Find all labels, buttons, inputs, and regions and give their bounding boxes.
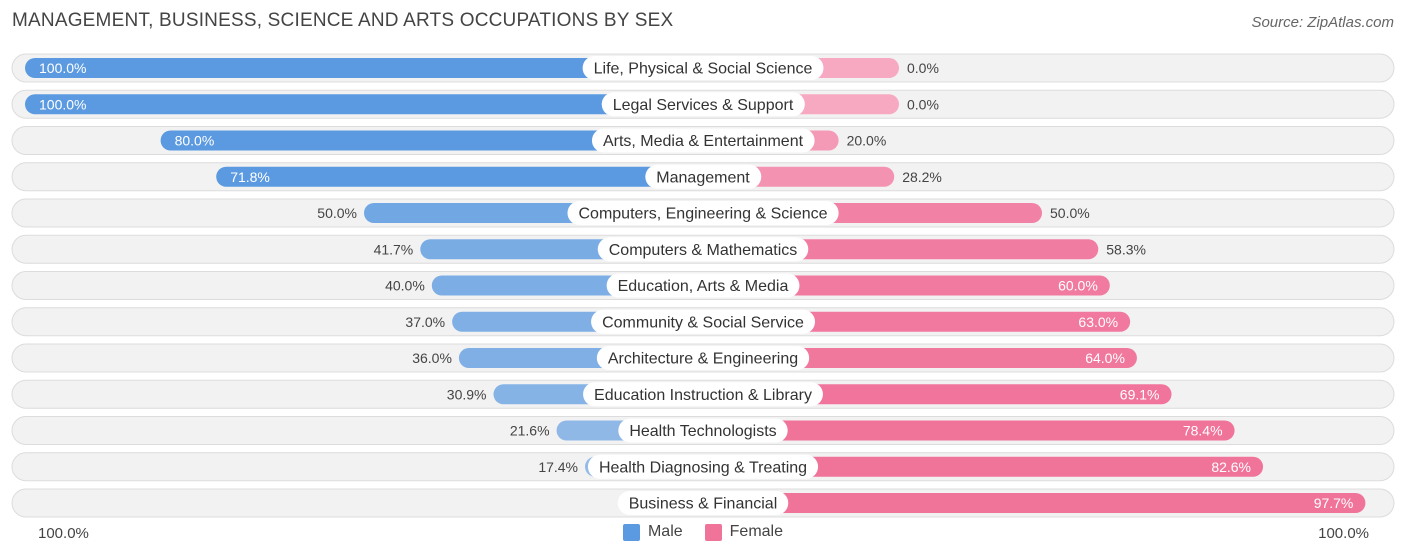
- chart-row: 37.0% 63.0% Community & Social Service: [11, 307, 1395, 337]
- female-value-label: 69.1%: [1120, 386, 1160, 402]
- male-bar: [25, 58, 703, 78]
- female-swatch-icon: [704, 523, 722, 541]
- category-label: Health Technologists: [629, 423, 776, 440]
- male-value-label: 40.0%: [385, 278, 425, 294]
- chart-row: 2.3%97.7%Business & Financial: [11, 488, 1395, 518]
- category-label: Education Instruction & Library: [594, 387, 812, 404]
- male-value-label: 100.0%: [39, 60, 86, 76]
- male-value-label: 37.0%: [405, 314, 445, 330]
- female-value-label: 58.3%: [1106, 241, 1146, 257]
- chart-row: 50.0% 50.0% Computers, Engineering & Scien…: [11, 198, 1395, 228]
- category-label: Life, Physical & Social Science: [594, 61, 813, 78]
- male-bar: [25, 94, 703, 115]
- male-value-label: 30.9%: [447, 386, 487, 402]
- category-label-pill: [617, 491, 789, 515]
- female-value-label: 20.0%: [847, 133, 887, 149]
- male-value-label: 71.8%: [230, 169, 270, 185]
- category-label: Arts, Media & Entertainment: [603, 133, 804, 150]
- chart-row: 17.4% 82.6% Health Diagnosing & Treating: [11, 452, 1395, 482]
- female-value-label: 63.0%: [1078, 314, 1118, 330]
- category-label-pill: [596, 346, 810, 370]
- male-value-label: 36.0%: [412, 350, 452, 366]
- chart-row: 71.8% 28.2% Management: [11, 162, 1395, 192]
- category-label: Community & Social Service: [602, 314, 804, 331]
- male-value-label: 21.6%: [510, 423, 550, 439]
- female-value-label: 60.0%: [1058, 278, 1098, 294]
- category-label-pill: [618, 418, 788, 443]
- category-label: Computers, Engineering & Science: [578, 206, 827, 223]
- axis-right-label: 100.0%: [1318, 525, 1369, 542]
- chart-row: 80.0% 20.0% Arts, Media & Entertainment: [11, 126, 1395, 155]
- legend-male-label: Male: [647, 523, 683, 540]
- category-label: Business & Financial: [629, 496, 778, 513]
- male-value-label: 80.0%: [175, 133, 215, 149]
- category-label-pill: [606, 273, 800, 298]
- chart-row: 36.0% 64.0% Architecture & Engineering: [11, 343, 1395, 373]
- legend-item-male: Male: [622, 523, 683, 541]
- category-label: Education, Arts & Media: [618, 278, 789, 295]
- legend: Male Female: [0, 523, 1406, 541]
- legend-female-label: Female: [729, 523, 784, 540]
- axis-left-label: 100.0%: [38, 525, 89, 542]
- legend-item-female: Female: [704, 523, 784, 541]
- female-value-label: 0.0%: [907, 96, 939, 112]
- male-value-label: 100.0%: [39, 96, 86, 112]
- source-credit: Source: ZipAtlas.com: [1251, 14, 1394, 31]
- chart-row: 100.0% 0.0% Life, Physical & Social Scienc…: [11, 53, 1395, 83]
- category-label-pill: [601, 92, 805, 117]
- category-label-pill: [587, 454, 819, 479]
- category-label: Health Diagnosing & Treating: [599, 459, 807, 476]
- category-label-pill: [645, 164, 762, 189]
- female-value-label: 78.4%: [1183, 423, 1223, 439]
- female-value-label: 0.0%: [907, 60, 939, 76]
- category-label-pill: [582, 56, 824, 80]
- female-bar: [703, 420, 1235, 441]
- male-swatch-icon: [622, 523, 640, 541]
- category-label-pill: [591, 309, 816, 334]
- category-label: Management: [656, 169, 750, 186]
- chart-title: MANAGEMENT, BUSINESS, SCIENCE AND ARTS O…: [12, 10, 674, 31]
- chart-row: 21.6% 78.4% Health Technologists: [11, 416, 1395, 445]
- female-value-label: 97.7%: [1314, 495, 1354, 511]
- female-bar: [703, 456, 1264, 477]
- category-label-pill: [591, 128, 815, 153]
- male-bar: [160, 130, 704, 151]
- female-value-label: 28.2%: [902, 169, 942, 185]
- male-value-label: 41.7%: [374, 241, 414, 257]
- chart-row: 40.0% 60.0% Education, Arts & Media: [11, 271, 1395, 300]
- male-value-label: 50.0%: [317, 205, 357, 221]
- category-label-pill: [567, 201, 839, 225]
- female-value-label: 64.0%: [1085, 350, 1125, 366]
- chart-row: 41.7% 58.3% Computers & Mathematics: [11, 234, 1395, 264]
- chart-row: 30.9% 69.1% Education Instruction & Librar…: [11, 379, 1395, 409]
- female-value-label: 82.6%: [1211, 459, 1251, 475]
- male-bar: [216, 166, 704, 187]
- category-label-pill: [583, 382, 823, 407]
- category-label: Computers & Mathematics: [609, 242, 798, 259]
- female-bar: [703, 493, 1366, 513]
- female-bar: [703, 275, 1110, 296]
- category-label-pill: [597, 237, 809, 262]
- category-label: Legal Services & Support: [613, 97, 794, 114]
- chart-row: 100.0% 0.0% Legal Services & Support: [11, 89, 1395, 119]
- female-value-label: 50.0%: [1050, 205, 1090, 221]
- female-bar: [703, 348, 1137, 368]
- male-value-label: 17.4%: [538, 459, 578, 475]
- category-label: Architecture & Engineering: [608, 351, 798, 368]
